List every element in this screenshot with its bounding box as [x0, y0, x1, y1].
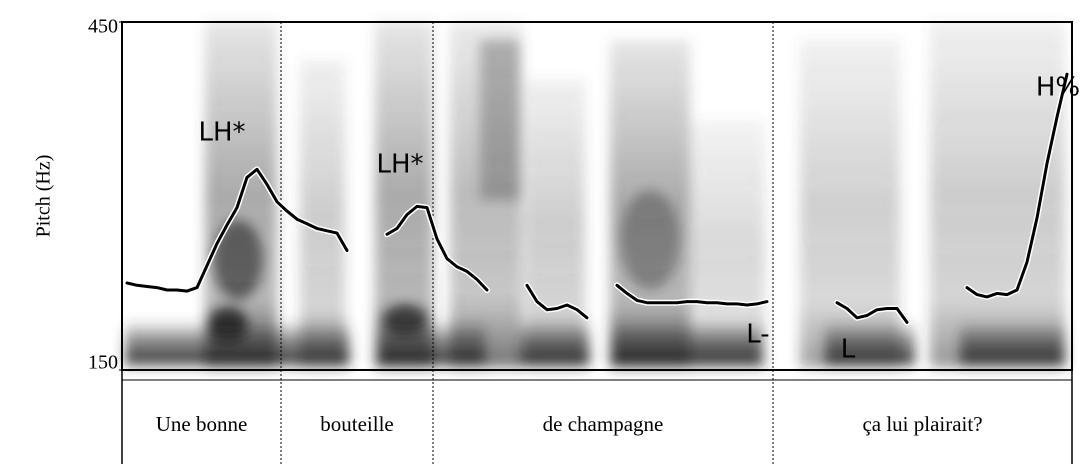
pitch-contour	[385, 204, 489, 292]
pitch-contour	[965, 72, 1069, 299]
y-tick-label: 150	[88, 352, 118, 374]
word-label: bouteille	[320, 412, 393, 436]
tone-annotation: H%	[1036, 73, 1080, 103]
tone-annotation: L-	[746, 320, 769, 350]
tone-annotation: LH*	[198, 118, 245, 148]
pitch-contour	[525, 283, 589, 320]
spectrogram	[125, 22, 1065, 367]
word-label: de champagne	[543, 412, 664, 436]
tone-annotation: L	[841, 335, 856, 365]
tone-annotation: LH*	[376, 150, 423, 180]
y-tick-label: 450	[88, 16, 118, 38]
pitch-contour	[835, 301, 909, 324]
pitch-contour	[615, 283, 769, 307]
word-label: Une bonne	[156, 412, 248, 436]
word-label: ça lui plairait?	[862, 412, 982, 436]
text-grid-frame	[121, 369, 1073, 464]
pitch-contour	[125, 167, 349, 293]
y-axis-label: Pitch (Hz)	[33, 155, 55, 238]
